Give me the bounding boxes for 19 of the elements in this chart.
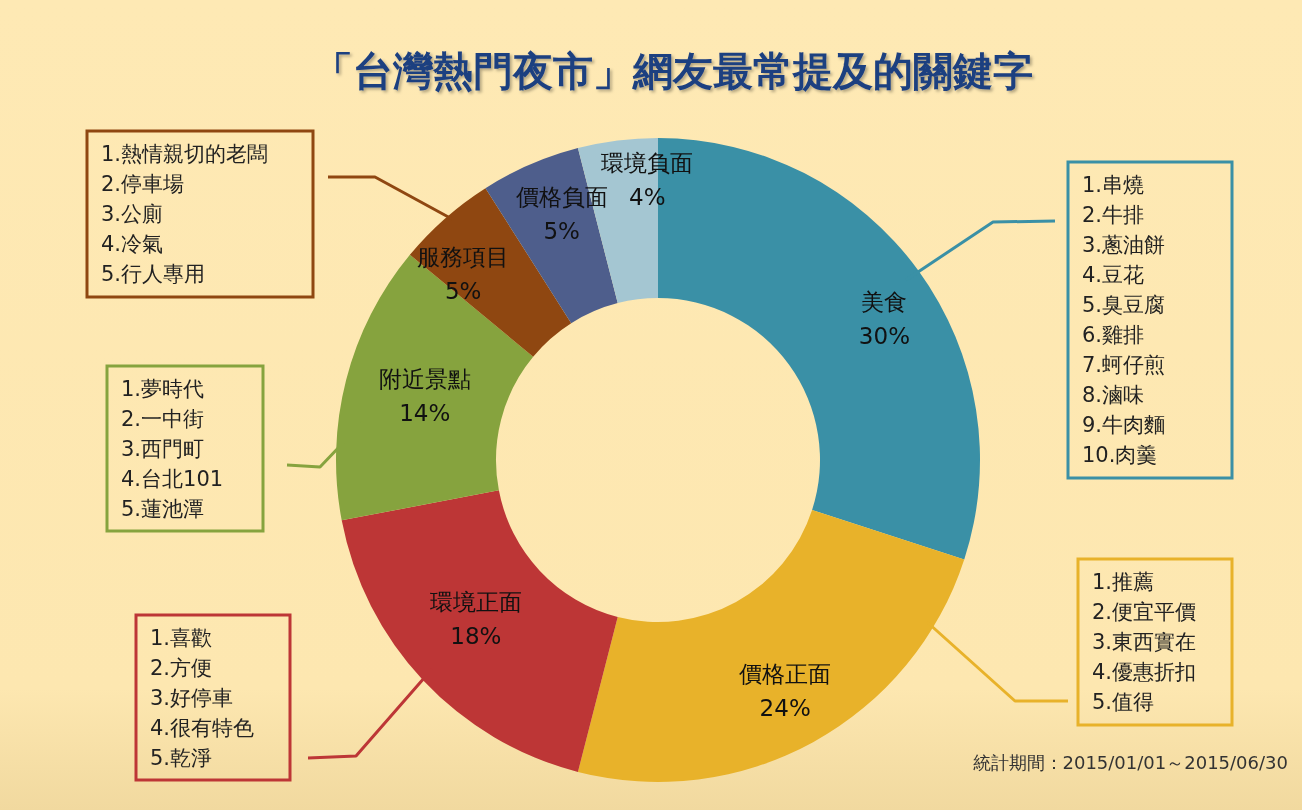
text: 1.推薦 2.便宜平價 3.東西實在 4.優惠折扣 5.值得 — [1092, 570, 1197, 714]
slice-label: 價格正面 — [739, 661, 832, 688]
data-label: 24% — [759, 695, 811, 722]
data-label: 4% — [629, 184, 666, 211]
chart-title: 「台灣熱門夜市」網友最常提及的關鍵字 — [313, 48, 1033, 94]
data-label: 18% — [450, 623, 502, 650]
slice-label: 美食 — [861, 288, 908, 315]
slice-label: 環境正面 — [429, 589, 522, 616]
text: 1.熱情親切的老闆 2.停車場 3.公廁 4.冷氣 5.行人專用 — [101, 142, 269, 286]
data-label: 14% — [399, 399, 451, 426]
text: 1.夢時代 2.一中街 3.西門町 4.台北101 5.蓮池潭 — [121, 377, 224, 521]
slice-label: 附近景點 — [378, 365, 471, 392]
slice-label: 服務項目 — [417, 244, 510, 271]
data-label: 5% — [543, 218, 580, 245]
text: 1.喜歡 2.方便 3.好停車 4.很有特色 5.乾淨 — [150, 626, 255, 770]
data-label: 30% — [858, 322, 910, 349]
slice-label: 價格負面 — [515, 184, 608, 211]
text: 1.串燒 2.牛排 3.蔥油餅 4.豆花 5.臭豆腐 6.雞排 7.蚵仔煎 8.滷味 9.牛肉麵 10.肉羹 — [1082, 173, 1166, 467]
text: 統計期間：2015/01/01～2015/06/30 — [972, 751, 1288, 773]
